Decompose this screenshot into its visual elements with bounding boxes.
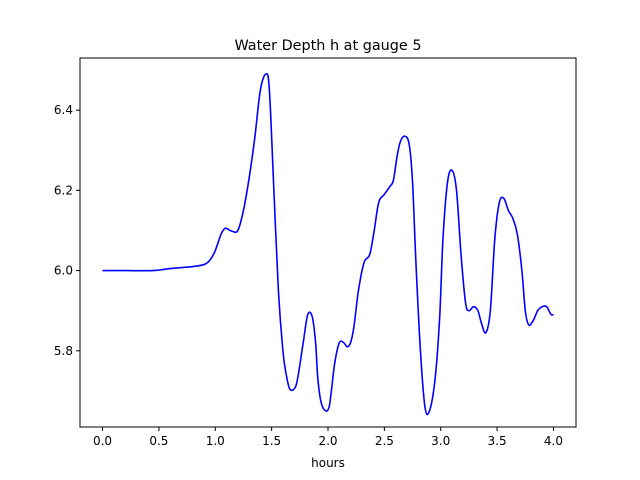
- x-tick-label: 3.0: [431, 434, 450, 448]
- x-axis-title: hours: [311, 456, 345, 470]
- x-tick-label: 3.5: [488, 434, 507, 448]
- chart-title: Water Depth h at gauge 5: [234, 38, 421, 54]
- y-tick-label: 6.0: [54, 264, 73, 278]
- x-tick-label: 0.5: [149, 434, 168, 448]
- series-line: [102, 73, 554, 416]
- x-tick-label: 4.0: [544, 434, 563, 448]
- x-tick-label: 1.5: [262, 434, 281, 448]
- y-tick-label: 5.8: [54, 344, 73, 358]
- x-tick-label: 2.0: [318, 434, 337, 448]
- x-tick-label: 0.0: [93, 434, 112, 448]
- x-tick-label: 1.0: [206, 434, 225, 448]
- y-tick-label: 6.2: [54, 183, 73, 197]
- x-tick-label: 2.5: [375, 434, 394, 448]
- y-tick-label: 6.4: [54, 103, 73, 117]
